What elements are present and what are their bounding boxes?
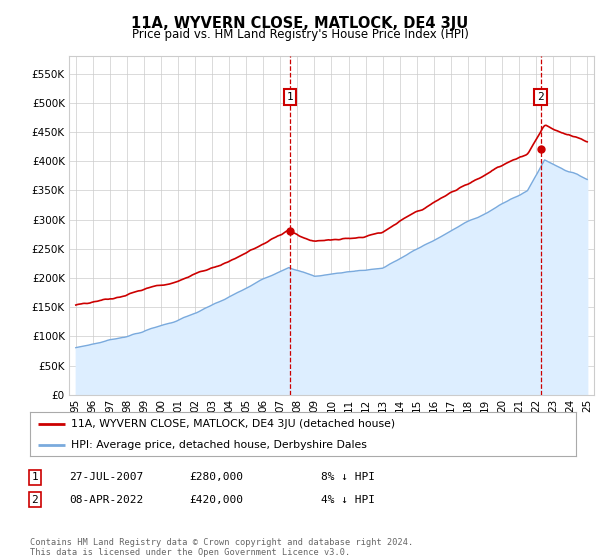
Text: HPI: Average price, detached house, Derbyshire Dales: HPI: Average price, detached house, Derb… (71, 440, 367, 450)
Text: 27-JUL-2007: 27-JUL-2007 (69, 472, 143, 482)
Text: £280,000: £280,000 (189, 472, 243, 482)
Text: Contains HM Land Registry data © Crown copyright and database right 2024.
This d: Contains HM Land Registry data © Crown c… (30, 538, 413, 557)
Text: 11A, WYVERN CLOSE, MATLOCK, DE4 3JU (detached house): 11A, WYVERN CLOSE, MATLOCK, DE4 3JU (det… (71, 419, 395, 429)
Text: 2: 2 (31, 494, 38, 505)
Text: 08-APR-2022: 08-APR-2022 (69, 494, 143, 505)
Text: 11A, WYVERN CLOSE, MATLOCK, DE4 3JU: 11A, WYVERN CLOSE, MATLOCK, DE4 3JU (131, 16, 469, 31)
Text: 8% ↓ HPI: 8% ↓ HPI (321, 472, 375, 482)
Text: Price paid vs. HM Land Registry's House Price Index (HPI): Price paid vs. HM Land Registry's House … (131, 28, 469, 41)
Text: £420,000: £420,000 (189, 494, 243, 505)
Text: 2: 2 (537, 92, 544, 102)
Text: 1: 1 (31, 472, 38, 482)
Text: 1: 1 (287, 92, 293, 102)
Text: 4% ↓ HPI: 4% ↓ HPI (321, 494, 375, 505)
